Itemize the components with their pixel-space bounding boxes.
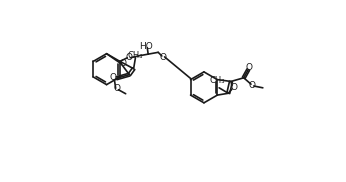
Text: O: O — [119, 59, 126, 68]
Text: O: O — [230, 83, 237, 92]
Text: O: O — [160, 53, 167, 62]
Text: O: O — [125, 53, 132, 62]
Text: O: O — [110, 73, 117, 82]
Text: O: O — [249, 81, 256, 90]
Text: O: O — [113, 84, 121, 93]
Text: HO: HO — [139, 42, 153, 51]
Text: CH₃: CH₃ — [128, 51, 143, 60]
Text: CH₃: CH₃ — [210, 76, 225, 85]
Text: O: O — [246, 63, 253, 72]
